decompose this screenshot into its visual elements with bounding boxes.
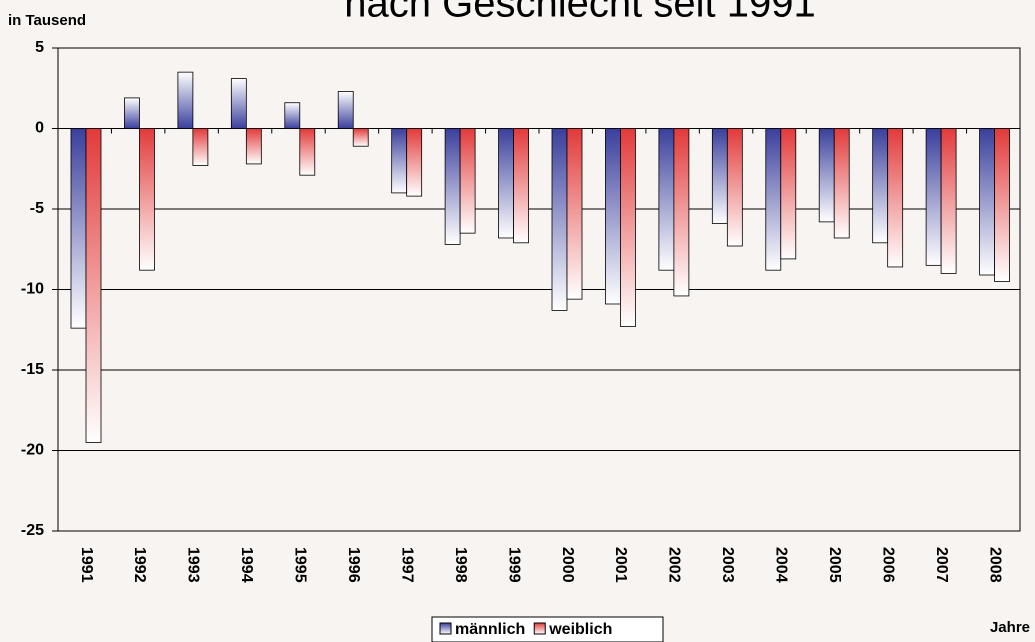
bar [925, 128, 942, 266]
y-tick-label: -25 [21, 522, 44, 539]
legend-swatch [533, 622, 546, 635]
x-tick-label: 2007 [933, 547, 950, 583]
y-tick-label: -10 [21, 281, 44, 298]
x-tick-label: 1997 [398, 547, 415, 583]
bar [299, 128, 316, 176]
bar [833, 128, 850, 239]
y-tick-label: -5 [30, 200, 44, 217]
bar [391, 128, 408, 194]
bar [566, 128, 583, 300]
bar [979, 128, 995, 276]
legend-label: männlich [455, 621, 525, 638]
bar [726, 128, 743, 247]
bar [124, 97, 140, 129]
x-tick-label: 2006 [879, 547, 896, 583]
bar [605, 128, 621, 305]
bar [551, 128, 568, 311]
bar [711, 128, 728, 224]
bar [498, 128, 514, 239]
y-tick-label: -15 [21, 361, 44, 378]
bar [406, 128, 423, 197]
bar [818, 128, 835, 223]
x-tick-label: 2002 [666, 547, 683, 583]
x-tick-label: 1999 [505, 547, 522, 583]
y-tick-label: -20 [21, 442, 44, 459]
x-tick-label: 2005 [826, 547, 843, 583]
legend-label: weiblich [548, 621, 612, 638]
y-axis-label: in Tausend [8, 12, 86, 29]
y-tick-label: 0 [35, 120, 44, 137]
x-tick-label: 1995 [292, 547, 309, 583]
x-tick-label: 2008 [986, 547, 1003, 583]
bar [444, 128, 461, 245]
bar [872, 128, 889, 244]
y-tick-label: 5 [35, 39, 44, 56]
x-tick-label: 1994 [238, 547, 255, 583]
bar [887, 128, 904, 268]
bar [245, 128, 262, 165]
x-tick-label: 1991 [78, 547, 95, 583]
bar [620, 128, 636, 327]
bar [513, 128, 529, 244]
bar [70, 128, 87, 329]
x-tick-label: 1996 [345, 547, 362, 583]
legend: männlich weiblich [431, 616, 664, 642]
bar [459, 128, 476, 234]
x-tick-label: 2000 [559, 547, 576, 583]
bar [284, 102, 301, 129]
bar [230, 78, 247, 129]
bar [658, 128, 675, 271]
chart-title: nach Geschlecht seit 1991 [344, 0, 815, 26]
x-axis-label: Jahre [990, 619, 1030, 636]
bar [780, 128, 797, 260]
x-tick-label: 2001 [612, 547, 629, 583]
x-tick-label: 1993 [185, 547, 202, 583]
bar [994, 128, 1010, 282]
bar [85, 128, 102, 443]
bar [673, 128, 690, 297]
x-tick-label: 2004 [773, 547, 790, 583]
bar [139, 128, 155, 271]
x-tick-label: 2003 [719, 547, 736, 583]
bar [192, 128, 209, 166]
bar [765, 128, 782, 271]
bar [177, 71, 194, 129]
legend-swatch [439, 622, 452, 635]
x-tick-label: 1992 [131, 547, 148, 583]
bar [352, 128, 369, 147]
bar [940, 128, 957, 274]
x-tick-label: 1998 [452, 547, 469, 583]
legend-box [431, 616, 664, 642]
bar [337, 91, 354, 129]
